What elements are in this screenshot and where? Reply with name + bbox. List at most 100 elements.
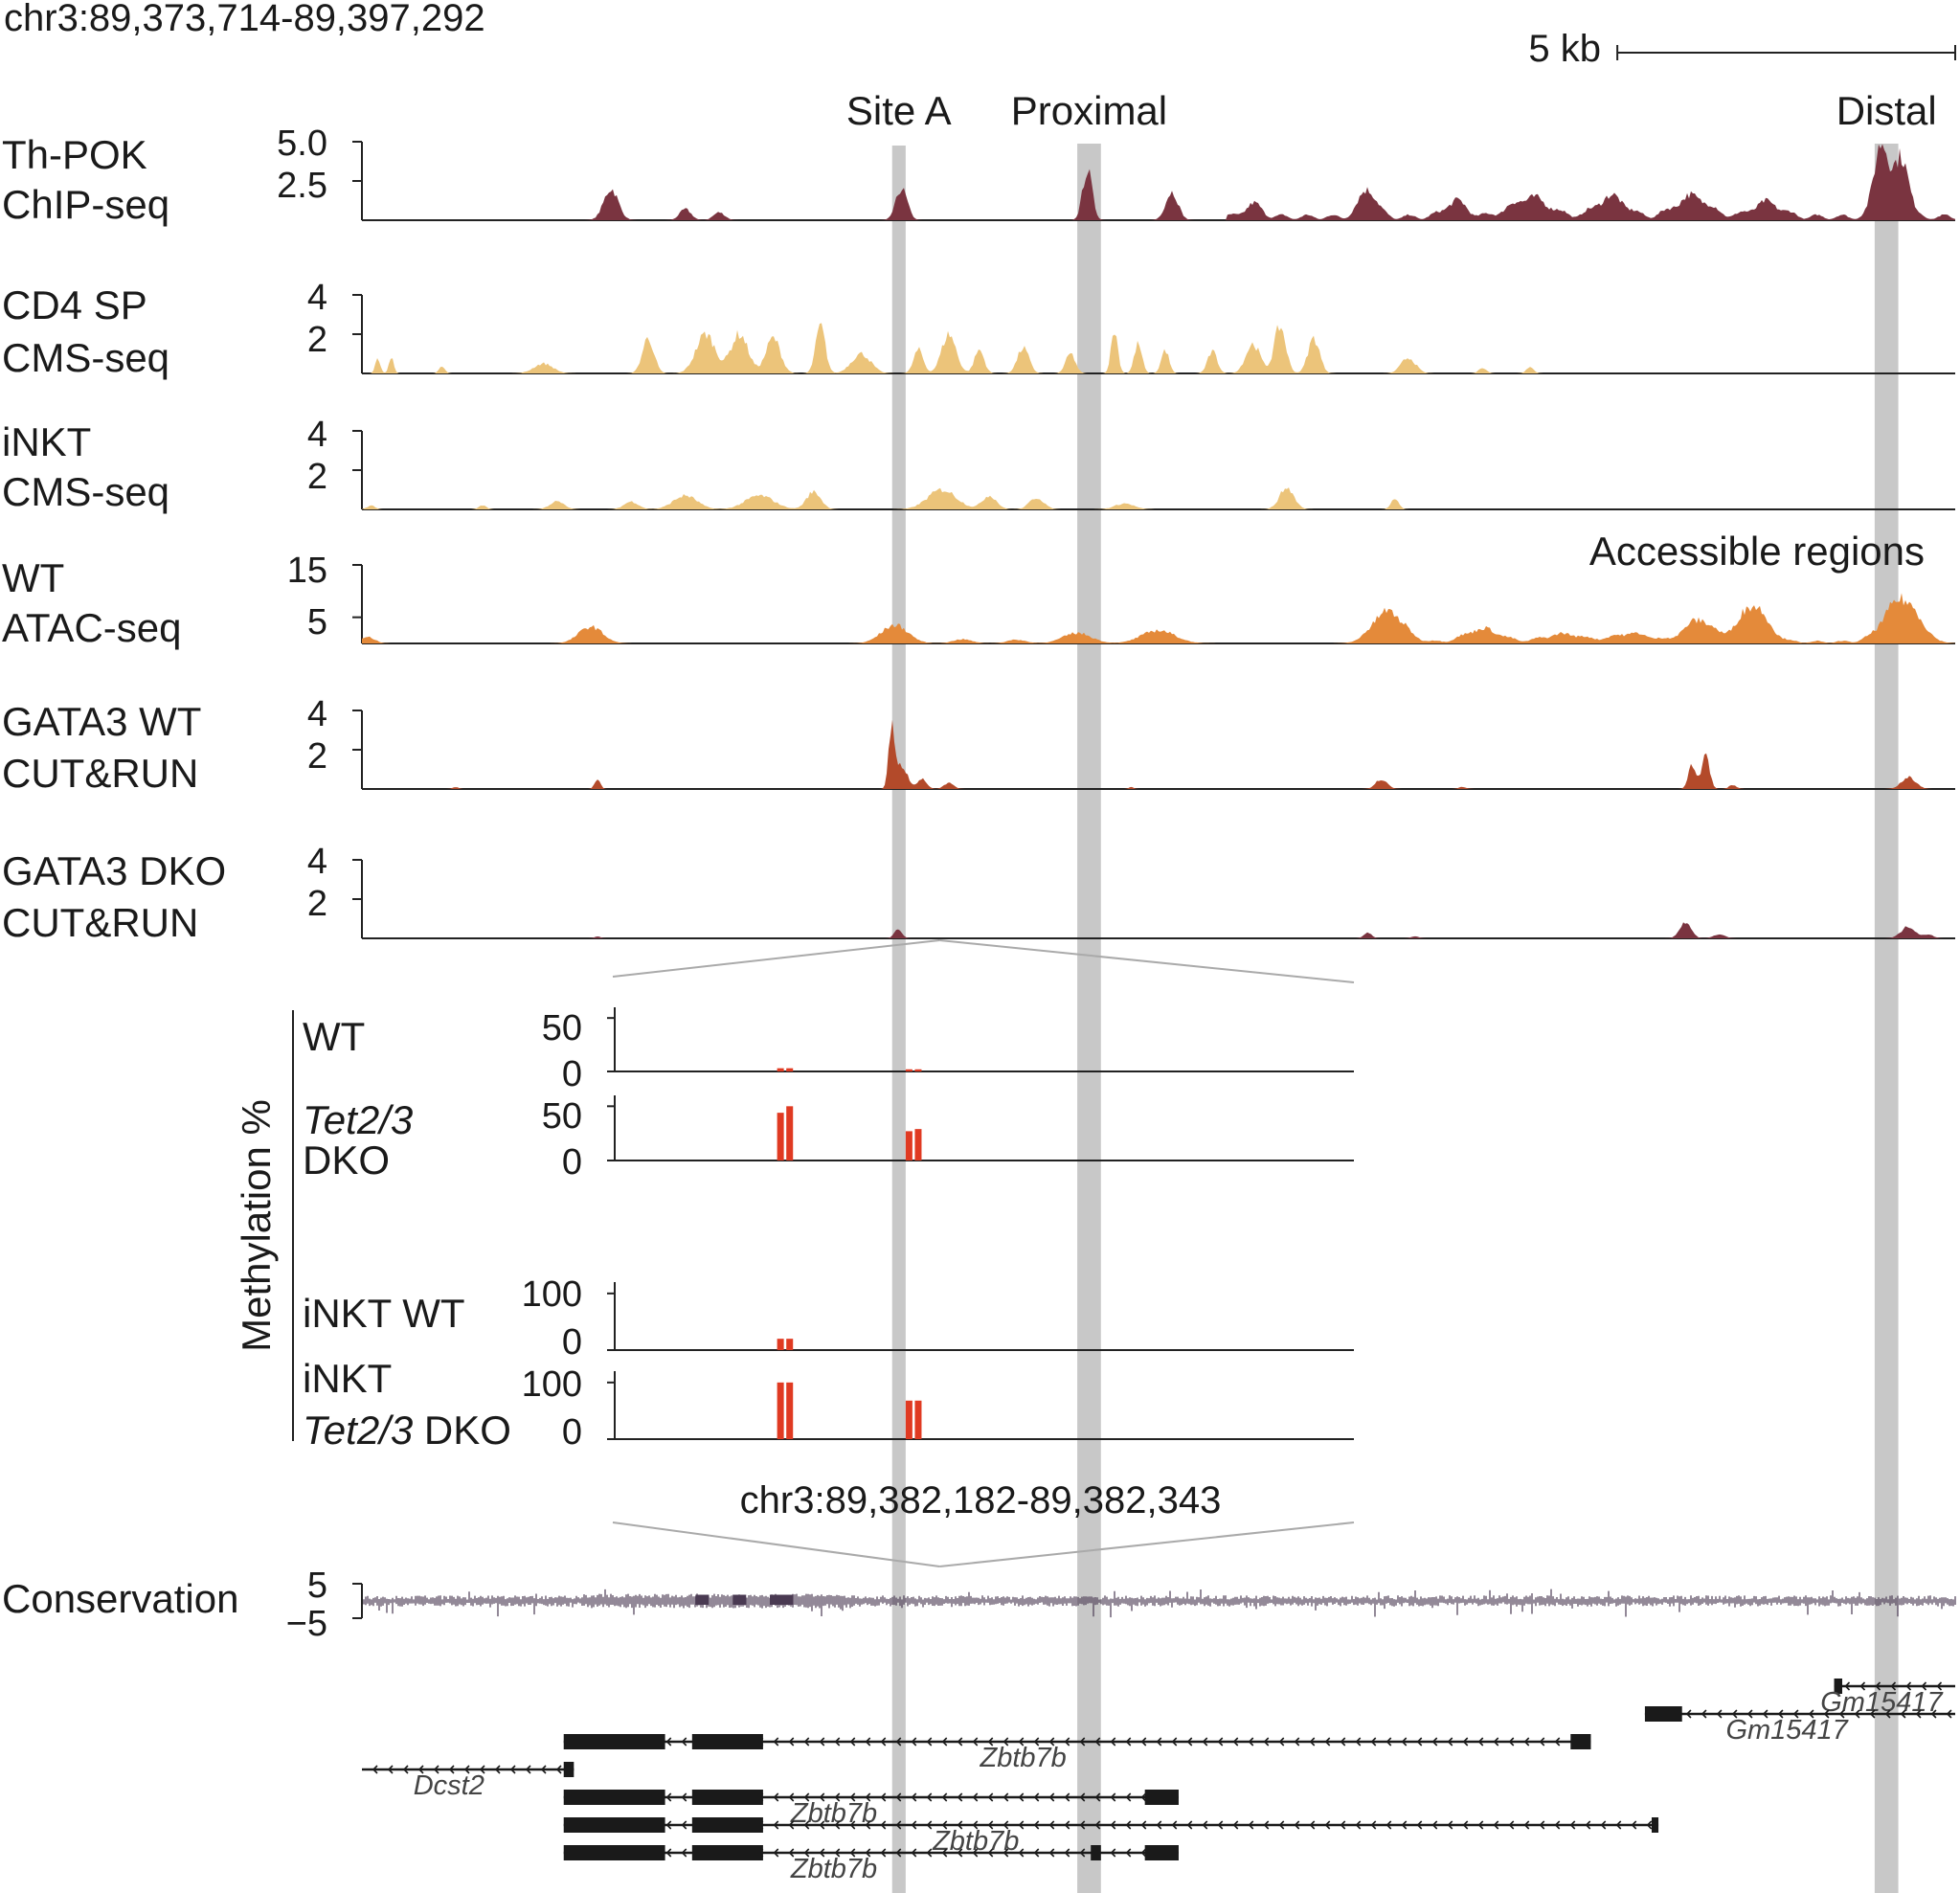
gene-exon bbox=[563, 1734, 665, 1749]
gene-exon bbox=[691, 1734, 763, 1749]
gene-exon bbox=[1651, 1817, 1659, 1833]
gene-exon bbox=[563, 1817, 665, 1833]
gene-exon bbox=[691, 1817, 763, 1833]
meth-label-inktwt: iNKT WT bbox=[303, 1291, 465, 1336]
methylation-bar bbox=[786, 1068, 794, 1071]
meth-label-inktdko-suffix: DKO bbox=[413, 1408, 511, 1453]
scale-bar bbox=[1616, 45, 1956, 60]
methylation-y-label: Methylation % bbox=[234, 1099, 279, 1352]
tick-label: 2 bbox=[307, 736, 327, 777]
gene-label: Dcst2 bbox=[414, 1770, 484, 1801]
methylation-bar bbox=[786, 1106, 794, 1161]
methylation-bar bbox=[777, 1113, 784, 1161]
methylation-panel-dko bbox=[607, 1095, 1354, 1161]
track-labels: Th-POK ChIP-seq CD4 SP CMS-seq iNKT CMS-… bbox=[2, 132, 226, 945]
track-label-gata3wt-assay: CUT&RUN bbox=[2, 751, 198, 796]
methylation-bar bbox=[777, 1068, 784, 1071]
meth-label-inktdko-genotype: Tet2/3 bbox=[303, 1408, 413, 1453]
gene-exon bbox=[691, 1845, 763, 1860]
tick-label: 5 bbox=[307, 602, 327, 642]
signal-area-gata3dko bbox=[362, 922, 1955, 938]
tick-label: 0 bbox=[562, 1142, 582, 1183]
highlight-proximal bbox=[1077, 144, 1101, 1893]
gene-exon bbox=[1144, 1845, 1179, 1860]
zoom-connector-lines bbox=[612, 939, 1355, 1567]
tick-label: 100 bbox=[522, 1274, 582, 1315]
gene-exon bbox=[563, 1845, 665, 1860]
track-label-cd4cms: CD4 SP bbox=[2, 282, 147, 327]
conservation-signal bbox=[363, 1589, 1956, 1618]
tick-label: 15 bbox=[287, 551, 327, 591]
gene-exon bbox=[1091, 1845, 1101, 1860]
track-gata3dko bbox=[352, 859, 1955, 939]
tick-label: −5 bbox=[286, 1604, 327, 1644]
conservation-block bbox=[695, 1594, 710, 1605]
site-label-distal: Distal bbox=[1836, 88, 1937, 133]
methylation-bar bbox=[914, 1400, 922, 1439]
site-label-proximal: Proximal bbox=[1011, 88, 1167, 133]
track-label-inktcms: iNKT bbox=[2, 419, 91, 464]
track-cd4cms bbox=[352, 294, 1955, 374]
tick-label: 4 bbox=[307, 278, 327, 318]
gene-exon bbox=[1834, 1679, 1842, 1694]
methylation-bar bbox=[786, 1339, 794, 1350]
signal-area-atac bbox=[362, 593, 1955, 643]
gene-zbtb7b-6: Zbtb7b bbox=[563, 1845, 1179, 1884]
methylation-bars bbox=[607, 1007, 1354, 1440]
track-label-gata3dko: GATA3 DKO bbox=[2, 848, 226, 893]
methylation-bar bbox=[777, 1339, 784, 1350]
gene-label: Gm15417 bbox=[1725, 1715, 1849, 1746]
tick-label: 50 bbox=[542, 1096, 582, 1137]
gene-strand-arrows bbox=[1844, 1681, 1943, 1691]
zoom-line-bottom-left bbox=[612, 1521, 940, 1567]
accessible-regions-annotation: Accessible regions bbox=[1589, 529, 1925, 574]
region-coordinates: chr3:89,373,714-89,397,292 bbox=[4, 0, 485, 39]
track-gata3wt bbox=[352, 710, 1955, 790]
highlight-site-a bbox=[891, 146, 906, 1893]
zoom-line-top-left bbox=[612, 939, 940, 978]
gene-zbtb7b-2: Zbtb7b bbox=[563, 1734, 1591, 1773]
track-inktcms bbox=[352, 430, 1955, 510]
methylation-bar bbox=[914, 1069, 922, 1071]
gene-exon bbox=[1144, 1790, 1179, 1805]
gene-exon bbox=[1644, 1706, 1682, 1722]
gene-exon bbox=[1570, 1734, 1591, 1749]
meth-label-dko-2: DKO bbox=[303, 1138, 390, 1183]
methylation-panel: Methylation % WT Tet2/3 DKO iNKT WT iNKT… bbox=[234, 1007, 1354, 1521]
tick-label: 50 bbox=[542, 1008, 582, 1048]
tick-label: 2.5 bbox=[277, 166, 327, 206]
methylation-bar bbox=[914, 1129, 922, 1161]
track-label-gata3wt: GATA3 WT bbox=[2, 699, 201, 744]
signal-area-cd4cms bbox=[362, 323, 1955, 373]
tick-label: 4 bbox=[307, 694, 327, 734]
gene-strand-arrows bbox=[372, 1765, 562, 1774]
conservation-block bbox=[769, 1594, 794, 1605]
meth-label-dko: Tet2/3 bbox=[303, 1097, 413, 1142]
gene-exon bbox=[563, 1762, 574, 1777]
gene-label: Zbtb7b bbox=[790, 1798, 877, 1829]
methylation-region-coordinates: chr3:89,382,182-89,382,343 bbox=[740, 1479, 1222, 1521]
tick-label: 100 bbox=[522, 1364, 582, 1405]
signal-area-thpok bbox=[362, 144, 1955, 220]
tick-label: 2 bbox=[307, 320, 327, 360]
tick-label: 4 bbox=[307, 415, 327, 455]
methylation-bar bbox=[905, 1400, 912, 1439]
gene-gm15417-1: Gm15417 bbox=[1644, 1706, 1955, 1746]
tick-label: 5.0 bbox=[277, 124, 327, 164]
gene-label: Zbtb7b bbox=[979, 1743, 1066, 1773]
signal-area-inktcms bbox=[362, 487, 1955, 509]
methylation-bar bbox=[777, 1382, 784, 1439]
track-label-thpok: Th-POK bbox=[2, 132, 147, 177]
meth-label-inktdko-2: Tet2/3 DKO bbox=[303, 1408, 511, 1453]
track-label-gata3dko-assay: CUT&RUN bbox=[2, 900, 198, 945]
methylation-panel-wt bbox=[607, 1007, 1354, 1072]
site-label-site-a: Site A bbox=[846, 88, 952, 133]
gene-dcst2-3: Dcst2 bbox=[362, 1762, 574, 1801]
signal-area-gata3wt bbox=[362, 719, 1955, 789]
tick-label: 4 bbox=[307, 842, 327, 882]
gene-label: Zbtb7b bbox=[790, 1854, 877, 1884]
gene-zbtb7b-4: Zbtb7b bbox=[563, 1790, 1179, 1829]
methylation-bar bbox=[905, 1131, 912, 1161]
tick-label: 0 bbox=[562, 1054, 582, 1094]
